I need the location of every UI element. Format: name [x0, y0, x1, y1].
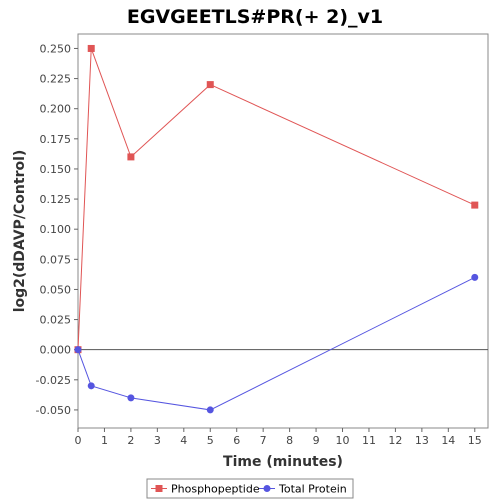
y-tick-label: 0.150 — [40, 163, 72, 176]
legend-label-phosphopeptide: Phosphopeptide — [171, 483, 260, 496]
data-point-phosphopeptide — [87, 44, 95, 52]
x-tick-label: 7 — [260, 434, 267, 447]
x-tick-label: 11 — [362, 434, 376, 447]
x-tick-label: 12 — [388, 434, 402, 447]
x-tick-label: 1 — [101, 434, 108, 447]
data-point-total-protein — [206, 406, 214, 414]
y-tick-label: 0.175 — [40, 133, 72, 146]
x-tick-label: 14 — [441, 434, 455, 447]
legend-marker-total-protein — [263, 485, 271, 492]
series-line-total-protein — [77, 276, 475, 411]
data-point-total-protein — [74, 346, 82, 354]
series-line-phosphopeptide — [77, 48, 475, 350]
y-tick-label: 0.250 — [40, 42, 72, 55]
x-tick-label: 6 — [233, 434, 240, 447]
data-point-phosphopeptide — [471, 201, 479, 209]
x-tick-label: 3 — [154, 434, 161, 447]
legend-box — [146, 478, 354, 499]
x-tick-label: 0 — [75, 434, 82, 447]
x-axis-label: Time (minutes) — [223, 454, 343, 470]
legend: Phosphopeptide Total Protein — [146, 478, 354, 499]
x-tick-label: 15 — [468, 434, 482, 447]
x-tick-label: 8 — [286, 434, 293, 447]
y-tick-label: 0.200 — [40, 103, 72, 116]
series-group — [74, 44, 479, 414]
x-tick-label: 10 — [336, 434, 350, 447]
data-point-total-protein — [127, 394, 135, 402]
y-tick-label: 0.025 — [40, 314, 72, 327]
y-tick-label: 0.225 — [40, 73, 72, 86]
y-tick-label: 0.000 — [40, 344, 72, 357]
y-tick-label: 0.100 — [40, 223, 72, 236]
legend-label-total-protein: Total Protein — [278, 483, 347, 496]
y-axis-label: log2(dDAVP/Control) — [12, 150, 28, 313]
plot-area — [77, 33, 489, 429]
x-tick-label: 4 — [180, 434, 187, 447]
x-tick-label: 13 — [415, 434, 429, 447]
x-tick-label: 2 — [127, 434, 134, 447]
chart-title: EGVGEETLS#PR(+ 2)_v1 — [127, 6, 383, 28]
y-tick-label: 0.050 — [40, 283, 72, 296]
data-point-phosphopeptide — [127, 153, 135, 161]
y-tick-label: -0.050 — [36, 404, 71, 417]
data-point-total-protein — [471, 273, 479, 281]
x-axis: 0 1 2 3 4 5 6 7 8 9 10 11 12 13 14 15 — [75, 428, 482, 447]
data-point-phosphopeptide — [206, 81, 214, 89]
x-tick-label: 9 — [313, 434, 320, 447]
y-axis: -0.050 -0.025 0.000 0.025 0.050 0.075 0.100 0.1… — [36, 42, 78, 417]
y-tick-label: 0.125 — [40, 193, 72, 206]
legend-marker-phosphopeptide — [155, 485, 163, 492]
plot-frame — [77, 33, 489, 429]
data-point-total-protein — [87, 382, 95, 390]
y-tick-label: 0.075 — [40, 253, 72, 266]
y-tick-label: -0.025 — [36, 374, 71, 387]
x-tick-label: 5 — [207, 434, 214, 447]
